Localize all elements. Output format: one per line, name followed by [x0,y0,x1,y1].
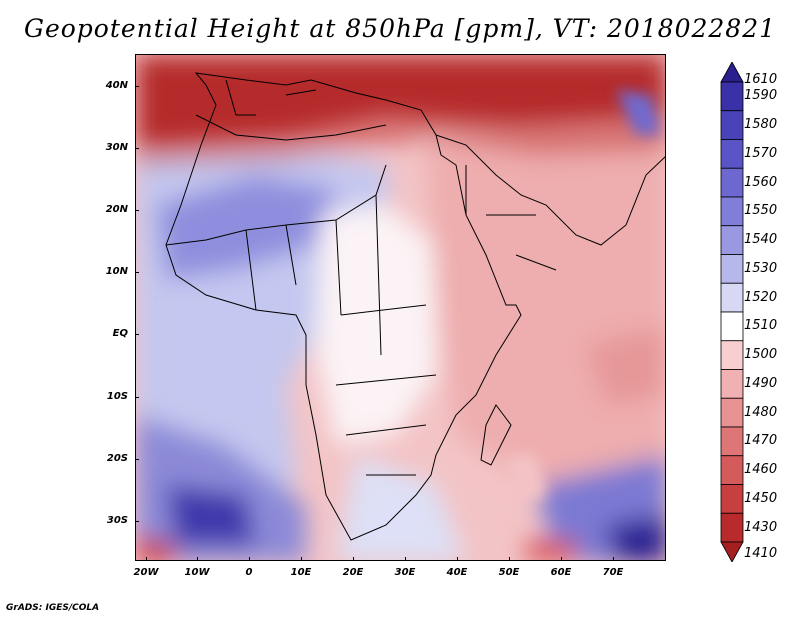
lat-tick [135,272,139,273]
field-blue-himalaya [616,90,661,135]
colorbar-swatch [720,225,744,255]
lon-label-30e: 30E [394,567,416,578]
colorbar-label: 1460 [744,462,778,478]
coastlines [165,72,665,541]
border-lines-east [465,165,557,271]
lon-tick [509,557,510,561]
lon-label-50e: 50E [498,567,520,578]
field-red-south-ocean [526,540,576,560]
lat-tick [135,334,139,335]
lon-tick [457,557,458,561]
colorbar-label: 1500 [744,347,778,363]
colorbar-swatch [720,426,744,457]
lat-tick [135,459,139,460]
colorbar [720,62,744,562]
lat-tick [135,210,139,211]
border-lines-south [335,304,437,476]
madagascar-coastline [480,404,512,466]
field-pink-east [426,125,665,485]
height-field-detail [506,90,661,505]
lat-label-eq: EQ [112,328,128,339]
colorbar-swatch [720,167,744,198]
field-red-southwest [136,535,176,560]
map-panel [135,54,666,561]
border-lines-maghreb [195,79,387,141]
lon-tick [561,557,562,561]
colorbar-label: 1590 [744,88,778,104]
colorbar-swatch [720,484,744,514]
lon-tick [613,557,614,561]
africa-coastline [165,72,522,541]
colorbar-swatch [720,254,744,284]
colorbar-swatch [720,455,744,485]
colorbar-label: 1610 [744,72,778,87]
map-svg [136,55,665,560]
field-pink-madagascar [506,455,546,505]
colorbar-label: 1480 [744,404,778,420]
field-blue-core-se [606,515,665,560]
lat-tick [135,521,139,522]
lon-label-20e: 20E [342,567,364,578]
colorbar-swatch [720,369,744,399]
colorbar-label: 1450 [744,490,778,506]
lon-label-10w: 10W [184,567,210,578]
lon-label-20w: 20W [133,567,159,578]
field-blue-core-sw [166,485,256,545]
lon-label-40e: 40E [446,567,468,578]
colorbar-label: 1540 [744,232,778,248]
lat-label-10n: 10N [105,266,128,277]
field-pink-indian-ocean [586,325,665,405]
lat-tick [135,86,139,87]
colorbar-swatch [720,397,744,428]
lat-label-30s: 30S [106,515,128,526]
colorbar-label: 1570 [744,145,778,161]
colorbar-label: 1510 [744,318,778,334]
lat-label-20s: 20S [106,453,128,464]
colorbar-swatch [720,196,744,227]
colorbar-label: 1520 [744,289,778,305]
chart-title: Geopotential Height at 850hPa [gpm], VT:… [23,14,777,43]
arabia-india-coastline [435,134,665,246]
colorbar-label: 1430 [744,519,778,535]
colorbar-swatch [720,81,744,112]
field-white-central [316,205,436,445]
lat-label-20n: 20N [105,204,128,215]
colorbar-label: 1580 [744,117,778,133]
colorbar-swatch [720,62,744,83]
lon-label-70e: 70E [602,567,624,578]
colorbar-label: 1560 [744,174,778,190]
lat-tick [135,397,139,398]
border-lines-north [245,194,382,356]
lon-tick [301,557,302,561]
colorbar-swatch [720,512,744,543]
lon-label-0: 0 [245,567,253,578]
colorbar-swatch [720,541,744,562]
colorbar-label: 1530 [744,260,778,276]
colorbar-label: 1410 [744,546,778,561]
lon-tick [197,557,198,561]
lon-tick [146,557,147,561]
lon-label-10e: 10E [290,567,312,578]
lat-tick [135,148,139,149]
lon-tick [405,557,406,561]
colorbar-label: 1490 [744,375,778,391]
colorbar-label: 1550 [744,203,778,219]
colorbar-swatch [720,139,744,169]
colorbar-swatch [720,311,744,342]
colorbar-swatch [720,340,744,370]
lat-label-30n: 30N [105,142,128,153]
lat-label-10s: 10S [106,391,128,402]
footer-credit: GrADS: IGES/COLA [6,603,100,613]
lon-tick [353,557,354,561]
lon-tick [249,557,250,561]
colorbar-swatch [720,282,744,313]
height-field [136,55,665,560]
field-blue-sahel [156,175,336,280]
lon-label-60e: 60E [550,567,572,578]
lat-label-40n: 40N [105,80,128,91]
field-blue-south [336,455,466,560]
colorbar-swatch [720,110,744,140]
colorbar-label: 1470 [744,433,778,449]
